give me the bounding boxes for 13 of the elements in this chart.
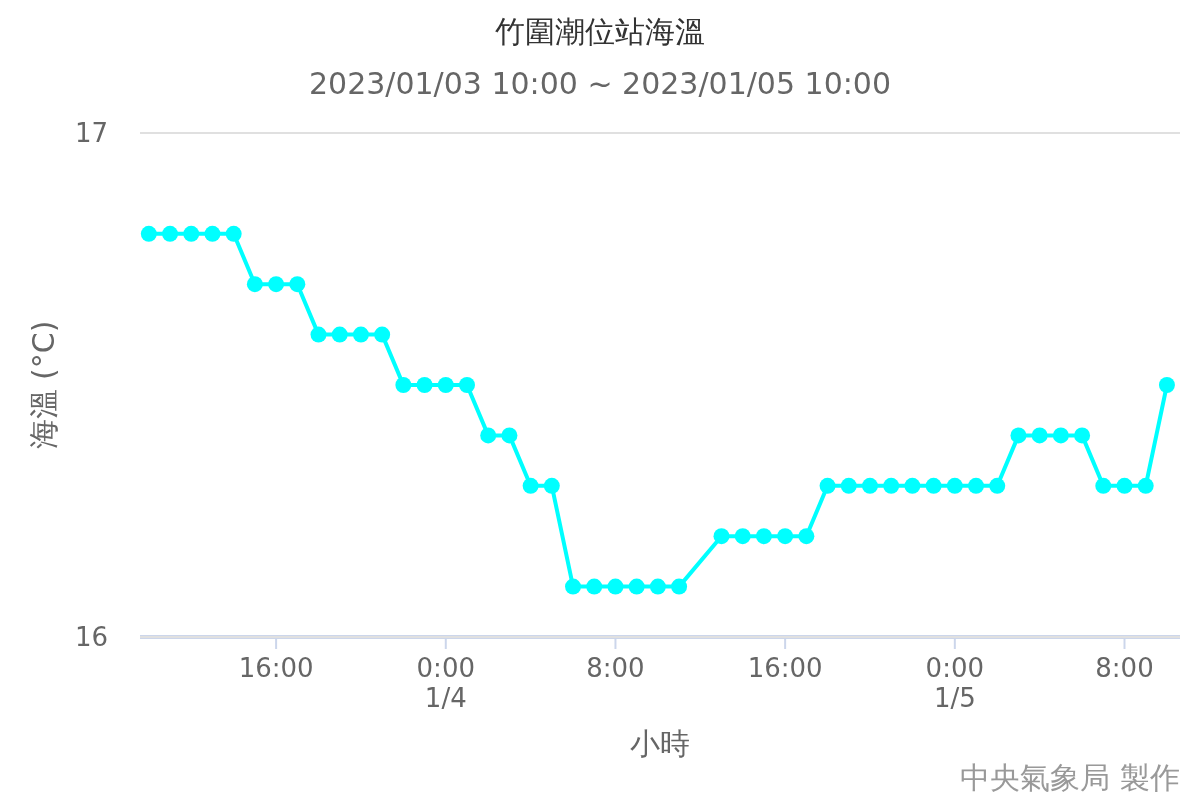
x-tick-label: 0:00 1/4 [416,653,475,713]
x-tick-label: 8:00 [1095,653,1154,683]
x-tick-label: 16:00 [238,653,314,683]
y-axis-title: 海溫 (°C) [26,320,61,450]
x-tick-label: 8:00 [586,653,645,683]
y-tick-label: 16 [74,622,108,652]
x-tick-label: 16:00 [747,653,823,683]
credit: 中央氣象局 製作 [960,760,1180,795]
y-tick-label: 17 [74,118,108,148]
title: 竹圍潮位站海溫 [495,14,705,49]
subtitle: 2023/01/03 10:00 ~ 2023/01/05 10:00 [309,66,891,101]
x-axis-title: 小時 [630,726,690,761]
x-tick-label: 0:00 1/5 [925,653,984,713]
